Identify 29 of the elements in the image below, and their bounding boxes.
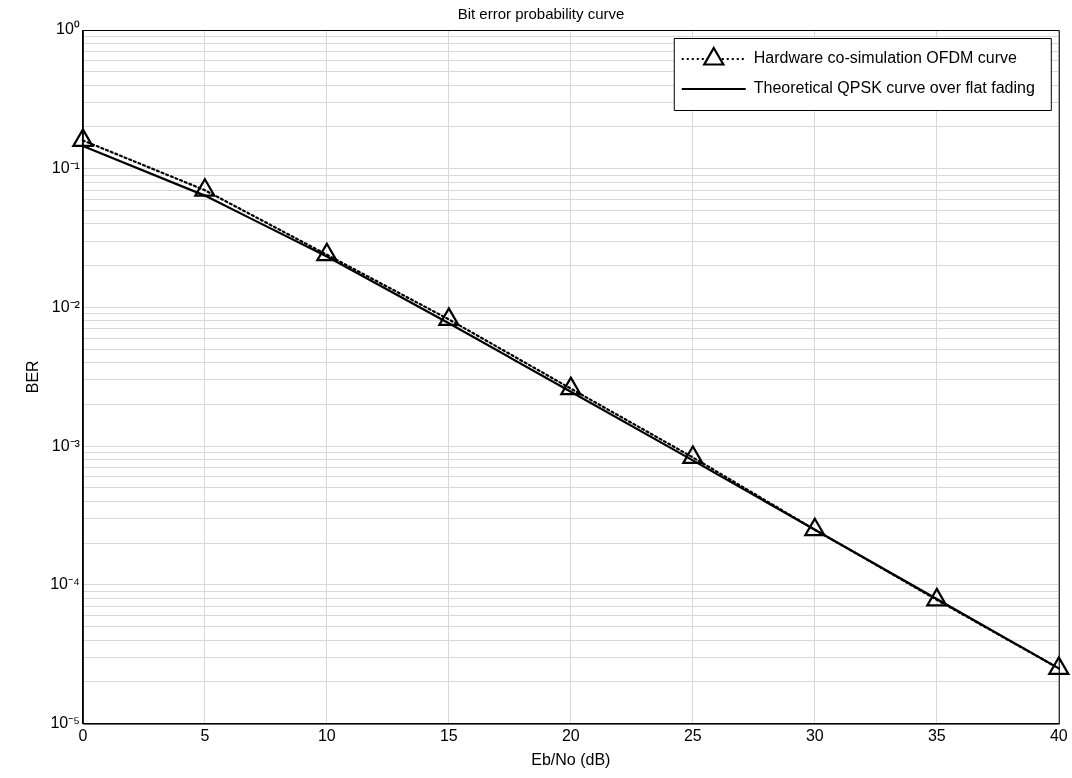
y-tick-label: 10⁻⁵ (50, 714, 80, 732)
legend-label: Hardware co-simulation OFDM curve (753, 49, 1018, 67)
y-tick-label: 10⁻⁴ (50, 575, 80, 593)
x-tick-label: 10 (317, 726, 336, 744)
point (72, 128, 94, 147)
y-tick-label: 10⁻¹ (51, 159, 80, 177)
point (316, 242, 338, 262)
point (682, 445, 704, 464)
point (438, 307, 460, 326)
y-tick-label: 10⁻² (51, 297, 81, 315)
x-tick-label: 0 (78, 726, 88, 744)
y-tick-label: 10⁻³ (51, 436, 81, 454)
x-tick-label: 25 (683, 726, 702, 744)
point (1048, 656, 1070, 675)
point (560, 376, 582, 396)
legend-label: Theoretical QPSK curve over flat fading (753, 79, 1035, 97)
chart-title: Bit error probability curve (457, 5, 625, 23)
y-axis-title: BER (24, 360, 42, 394)
point (804, 517, 826, 537)
x-tick-label: 15 (439, 726, 458, 744)
y-tick-label: 10⁰ (56, 20, 80, 38)
x-tick-label: 35 (927, 726, 946, 744)
x-tick-label: 5 (200, 726, 210, 744)
point (194, 178, 216, 197)
x-tick-label: 40 (1049, 726, 1068, 744)
x-axis-title: Eb/No (dB) (531, 750, 611, 768)
x-tick-label: 20 (561, 726, 580, 744)
x-tick-label: 30 (805, 726, 824, 744)
point (926, 587, 948, 607)
